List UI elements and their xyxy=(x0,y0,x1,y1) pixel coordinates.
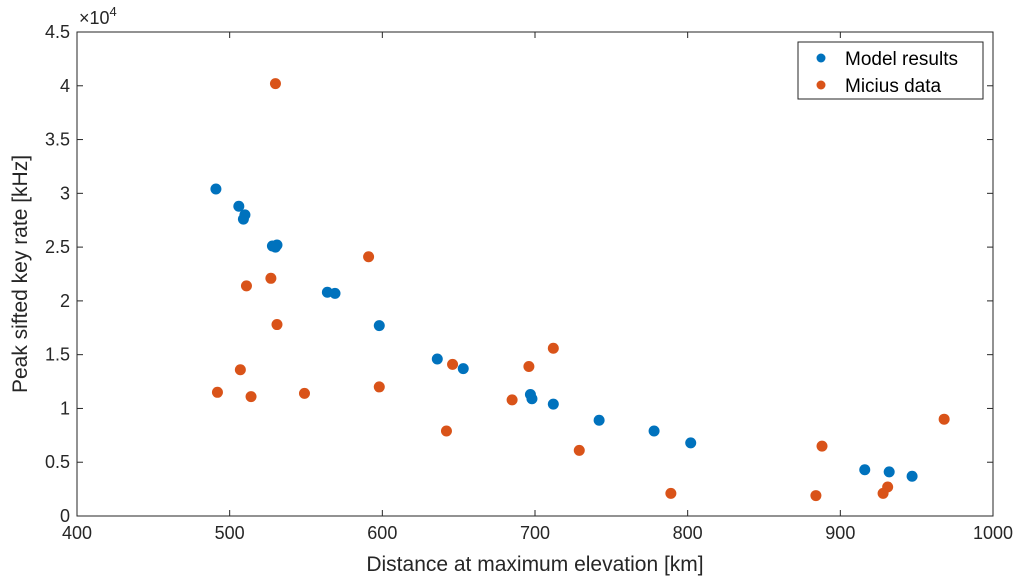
data-point xyxy=(685,437,697,449)
data-point xyxy=(237,213,249,225)
legend: Model results Micius data xyxy=(797,41,984,100)
x-tick-label: 900 xyxy=(825,523,855,543)
plot-area xyxy=(77,32,993,516)
data-point xyxy=(298,387,310,399)
data-point xyxy=(447,358,459,370)
data-point xyxy=(506,394,518,406)
data-point xyxy=(810,490,822,502)
data-point xyxy=(547,398,559,410)
x-tick-label: 1000 xyxy=(973,523,1013,543)
data-point xyxy=(859,464,871,476)
y-tick-label: 1 xyxy=(60,398,70,418)
data-point xyxy=(457,363,469,375)
y-tick-label: 2 xyxy=(60,291,70,311)
data-point xyxy=(816,440,828,452)
data-point xyxy=(593,414,605,426)
data-point xyxy=(363,251,375,263)
data-point xyxy=(648,425,660,437)
ticks-layer: 400 500 600 700 800 900 1000 0 0.5 1 1.5 2 2.5 3 3.5 4 4… xyxy=(45,22,1013,543)
y-tick-label: 3 xyxy=(60,183,70,203)
data-point xyxy=(233,200,245,212)
data-point xyxy=(373,320,385,332)
x-tick-label: 700 xyxy=(520,523,550,543)
x-tick-label: 800 xyxy=(673,523,703,543)
y-exponent-label: ×104 xyxy=(79,4,117,28)
legend-label-micius-data: Micius data xyxy=(845,76,942,97)
data-point xyxy=(547,342,559,354)
data-point xyxy=(210,183,222,195)
x-tick-label: 400 xyxy=(62,523,92,543)
data-point xyxy=(271,239,283,251)
series-model-results xyxy=(210,183,918,482)
y-tick-label: 0.5 xyxy=(45,452,70,472)
y-tick-label: 3.5 xyxy=(45,130,70,150)
y-tick-label: 1.5 xyxy=(45,345,70,365)
data-point xyxy=(906,470,918,482)
data-point xyxy=(883,466,895,478)
data-point xyxy=(271,319,283,331)
plot-box xyxy=(76,31,994,517)
y-exponent-base: ×10 xyxy=(79,8,110,28)
y-axis-label: Peak sifted key rate [kHz] xyxy=(9,155,32,393)
y-tick-label: 2.5 xyxy=(45,237,70,257)
data-point xyxy=(573,444,585,456)
legend-marker-micius-data xyxy=(816,80,826,90)
data-point xyxy=(265,272,277,284)
legend-box xyxy=(797,41,984,100)
legend-label-model-results: Model results xyxy=(845,49,958,70)
x-tick-label: 600 xyxy=(367,523,397,543)
data-point xyxy=(440,425,452,437)
data-point xyxy=(269,78,281,90)
x-tick-label: 500 xyxy=(215,523,245,543)
y-tick-label: 4.5 xyxy=(45,22,70,42)
data-point xyxy=(938,413,950,425)
y-tick-label: 4 xyxy=(60,76,70,96)
y-exponent-power: 4 xyxy=(110,4,117,19)
data-point xyxy=(373,381,385,393)
marks-layer xyxy=(210,78,950,502)
data-point xyxy=(240,280,252,292)
legend-marker-model-results xyxy=(816,53,826,63)
data-point xyxy=(526,393,538,405)
data-point xyxy=(234,364,246,376)
y-tick-label: 0 xyxy=(60,506,70,526)
data-point xyxy=(523,360,535,372)
data-point xyxy=(431,353,443,365)
x-axis-label: Distance at maximum elevation [km] xyxy=(366,553,703,576)
data-point xyxy=(665,487,677,499)
data-point xyxy=(211,386,223,398)
data-point xyxy=(245,391,257,403)
data-point xyxy=(877,487,889,499)
series-micius-data xyxy=(211,78,950,502)
data-point xyxy=(329,287,341,299)
